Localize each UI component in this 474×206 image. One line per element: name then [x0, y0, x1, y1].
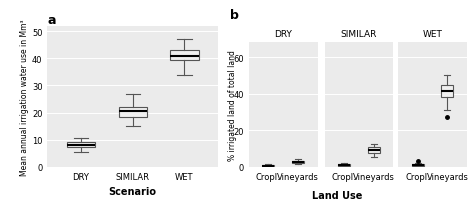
PathPatch shape	[118, 108, 147, 117]
PathPatch shape	[411, 165, 424, 166]
PathPatch shape	[262, 165, 274, 166]
X-axis label: Scenario: Scenario	[109, 186, 157, 196]
Text: % irrigated land of total land: % irrigated land of total land	[228, 50, 237, 160]
Text: SIMILAR: SIMILAR	[341, 29, 377, 39]
Text: WET: WET	[423, 29, 442, 39]
Text: b: b	[230, 9, 238, 22]
PathPatch shape	[338, 165, 350, 166]
PathPatch shape	[67, 143, 95, 147]
Y-axis label: Mean annual irrigation water use in Mm³: Mean annual irrigation water use in Mm³	[20, 19, 29, 175]
PathPatch shape	[368, 148, 380, 153]
Text: a: a	[47, 14, 56, 27]
PathPatch shape	[170, 51, 199, 60]
PathPatch shape	[441, 86, 454, 98]
Text: Land Use: Land Use	[312, 190, 363, 200]
PathPatch shape	[292, 161, 304, 164]
Text: DRY: DRY	[274, 29, 292, 39]
